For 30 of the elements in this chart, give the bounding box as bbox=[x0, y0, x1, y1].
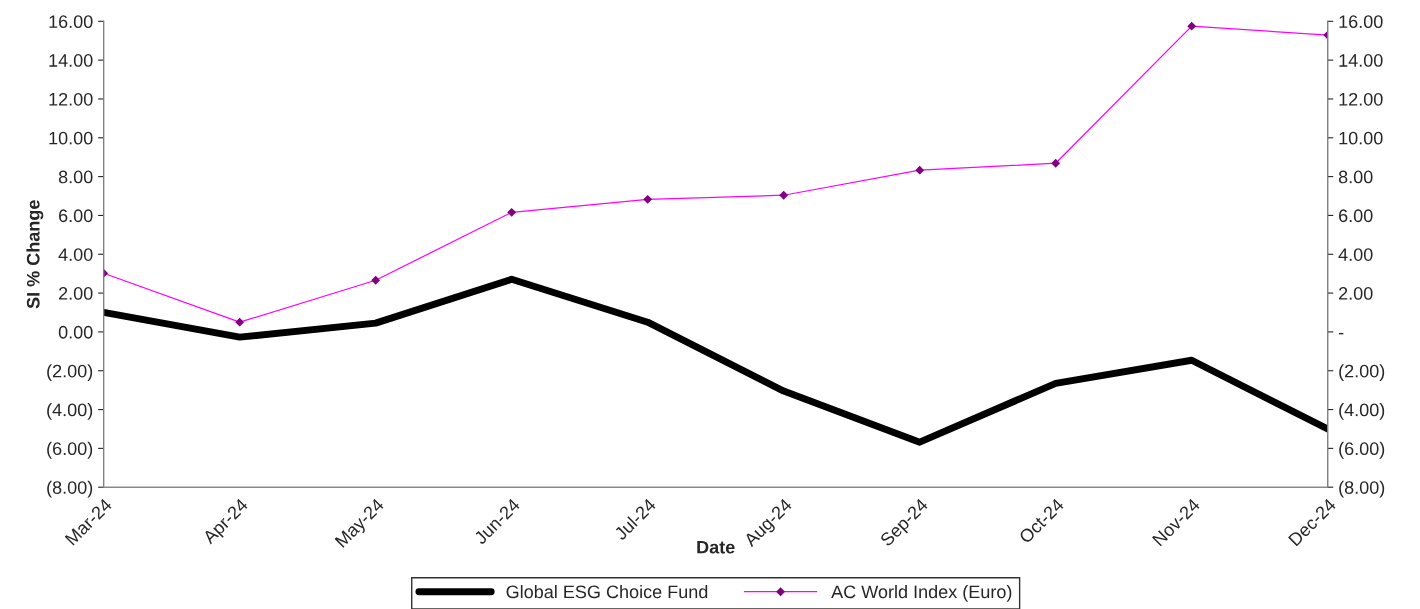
y2-tick-label: 12.00 bbox=[1339, 92, 1383, 106]
y2-tick-label: - bbox=[1338, 332, 1344, 335]
y2-tick-label: (6.00) bbox=[1339, 441, 1385, 459]
y-tick-label: 8.00 bbox=[58, 170, 93, 184]
y2-tick-label: (4.00) bbox=[1339, 403, 1385, 420]
y-tick-label: (4.00) bbox=[47, 403, 93, 420]
y2-tick-label: 16.00 bbox=[1339, 15, 1383, 29]
y-tick-label: 6.00 bbox=[59, 209, 93, 223]
y-tick-label: (2.00) bbox=[47, 364, 93, 382]
y2-tick-label: 2.00 bbox=[1339, 287, 1373, 300]
legend-label: AC World Index (Euro) bbox=[831, 584, 1012, 602]
y2-tick-label: 4.00 bbox=[1338, 248, 1373, 261]
y-tick-label: 16.00 bbox=[49, 15, 93, 29]
y-tick-label: 2.00 bbox=[59, 287, 93, 300]
y-tick-label: 4.00 bbox=[58, 248, 93, 261]
y2-tick-label: (2.00) bbox=[1339, 364, 1385, 382]
x-axis-title: Date bbox=[697, 540, 735, 554]
y-tick-label: (6.00) bbox=[47, 441, 93, 459]
y2-tick-label: 8.00 bbox=[1338, 170, 1373, 184]
y-tick-label: 0.00 bbox=[58, 325, 93, 339]
y-tick-label: 12.00 bbox=[49, 92, 93, 106]
y2-tick-label: 14.00 bbox=[1339, 54, 1383, 67]
y-tick-label: (8.00) bbox=[47, 480, 93, 498]
y2-tick-label: (8.00) bbox=[1339, 480, 1385, 498]
y-tick-label: 10.00 bbox=[49, 131, 93, 145]
y2-tick-label: 6.00 bbox=[1339, 209, 1373, 223]
legend-label: Global ESG Choice Fund bbox=[506, 584, 708, 599]
y-tick-label: 14.00 bbox=[49, 54, 93, 67]
y-axis-title: SI % Change bbox=[26, 200, 44, 309]
y2-tick-label: 10.00 bbox=[1339, 131, 1383, 145]
